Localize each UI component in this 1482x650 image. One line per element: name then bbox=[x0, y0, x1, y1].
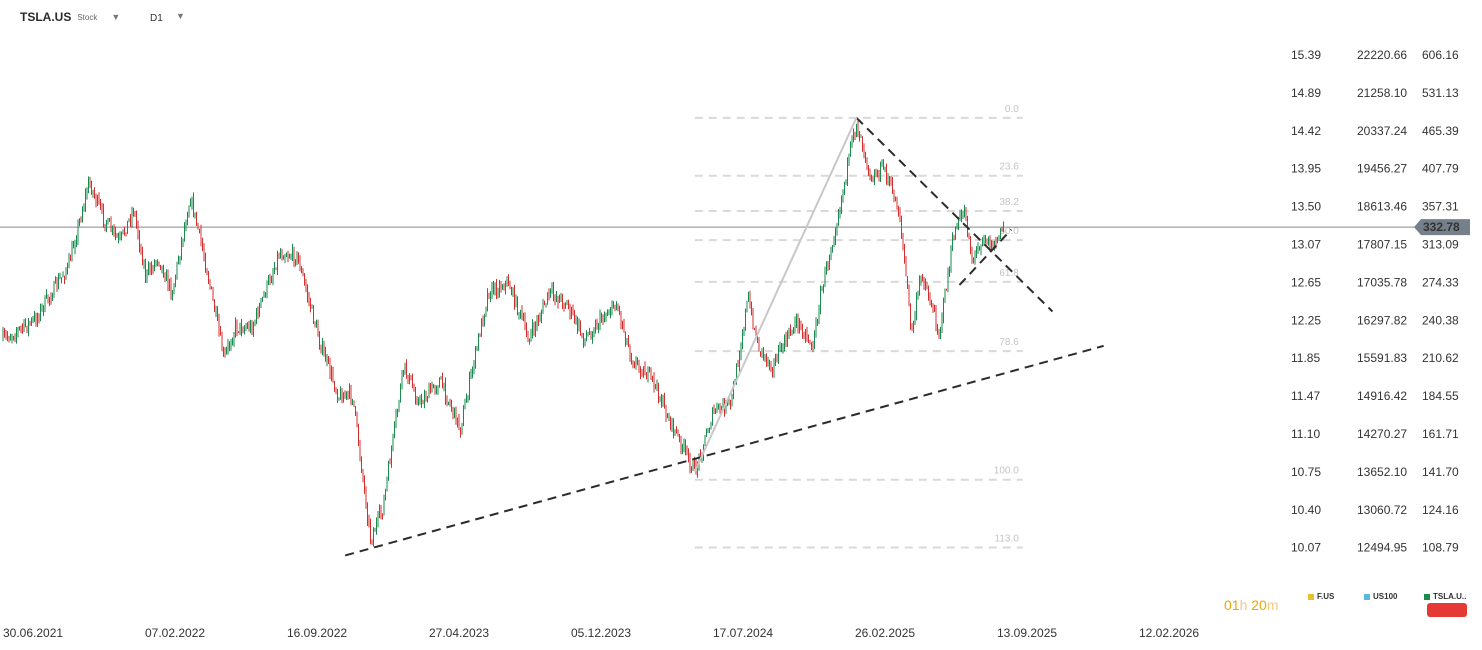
y-tick-label: 15.39 bbox=[1291, 48, 1321, 62]
y-tick-label: 22220.66 bbox=[1357, 48, 1407, 62]
y-tick-label: 18613.46 bbox=[1357, 200, 1407, 214]
y-tick-label: 14.89 bbox=[1291, 86, 1321, 100]
y-tick-label: 13060.72 bbox=[1357, 503, 1407, 517]
y-tick-label: 16297.82 bbox=[1357, 313, 1407, 327]
y-tick-label: 14.42 bbox=[1291, 124, 1321, 138]
x-tick-label: 13.09.2025 bbox=[997, 626, 1057, 640]
y-tick-label: 141.70 bbox=[1422, 465, 1459, 479]
timer-minutes-unit: m bbox=[1266, 597, 1279, 613]
y-tick-label: 465.39 bbox=[1422, 124, 1459, 138]
y-tick-label: 21258.10 bbox=[1357, 86, 1407, 100]
legend-item-fus[interactable]: F.US bbox=[1308, 592, 1334, 601]
y-tick-label: 210.62 bbox=[1422, 351, 1459, 365]
trendline-upper-resistance bbox=[855, 117, 1054, 313]
legend-swatch bbox=[1424, 593, 1430, 600]
y-tick-label: 12.25 bbox=[1291, 313, 1321, 327]
y-tick-label: 14270.27 bbox=[1357, 427, 1407, 441]
y-tick-label: 11.47 bbox=[1291, 389, 1320, 403]
y-tick-label: 14916.42 bbox=[1357, 389, 1407, 403]
timeframe-dropdown-icon[interactable]: ▼ bbox=[176, 11, 185, 21]
y-tick-label: 606.16 bbox=[1422, 48, 1459, 62]
x-tick-label: 07.02.2022 bbox=[145, 626, 205, 640]
fib-level-label: 23.6 bbox=[999, 162, 1019, 173]
y-tick-label: 12.65 bbox=[1291, 275, 1321, 289]
x-tick-label: 27.04.2023 bbox=[429, 626, 489, 640]
symbol-header: TSLA.US Stock ▼ bbox=[20, 10, 120, 24]
x-tick-label: 26.02.2025 bbox=[855, 626, 915, 640]
trendline-lower-support bbox=[344, 344, 1104, 557]
legend-label: F.US bbox=[1317, 592, 1335, 601]
y-tick-label: 10.40 bbox=[1291, 503, 1321, 517]
y-tick-label: 12494.95 bbox=[1357, 541, 1407, 555]
symbol-dropdown-icon[interactable]: ▼ bbox=[111, 12, 121, 22]
y-tick-label: 531.13 bbox=[1422, 86, 1459, 100]
y-tick-label: 13.50 bbox=[1291, 200, 1321, 214]
y-tick-label: 184.55 bbox=[1422, 389, 1459, 403]
symbol-type: Stock bbox=[77, 12, 98, 22]
y-tick-label: 357.31 bbox=[1422, 200, 1459, 214]
y-tick-label: 11.85 bbox=[1291, 351, 1320, 365]
timer-hours: 01 bbox=[1224, 597, 1240, 613]
y-tick-label: 20337.24 bbox=[1357, 124, 1407, 138]
candle-countdown-timer: 01h 20m bbox=[1224, 597, 1279, 613]
y-tick-label: 13.95 bbox=[1291, 162, 1321, 176]
timer-hours-unit: h bbox=[1239, 597, 1248, 613]
y-tick-label: 313.09 bbox=[1422, 238, 1459, 252]
y-tick-label: 11.10 bbox=[1291, 427, 1320, 441]
trendline-triangle-lower bbox=[958, 228, 1013, 286]
legend-item-tsla[interactable]: TSLA.U.. bbox=[1424, 592, 1466, 601]
legend-label: TSLA.U.. bbox=[1433, 592, 1467, 601]
fib-level-label: 78.6 bbox=[999, 337, 1019, 348]
x-tick-label: 30.06.2021 bbox=[3, 626, 63, 640]
current-price-tag bbox=[1414, 219, 1470, 236]
fib-level-label: 61.8 bbox=[999, 268, 1019, 279]
y-tick-label: 13652.10 bbox=[1357, 465, 1407, 479]
fib-level-label: 38.2 bbox=[999, 197, 1019, 208]
x-tick-label: 12.02.2026 bbox=[1139, 626, 1199, 640]
y-tick-label: 19456.27 bbox=[1357, 162, 1407, 176]
y-tick-label: 17035.78 bbox=[1357, 275, 1407, 289]
y-tick-label: 124.16 bbox=[1422, 503, 1459, 517]
trendline-fib-swing bbox=[693, 117, 858, 472]
fib-level-label: 100.0 bbox=[994, 466, 1019, 477]
x-tick-label: 05.12.2023 bbox=[571, 626, 631, 640]
fib-level-label: 50.0 bbox=[999, 226, 1019, 237]
timer-minutes: 20 bbox=[1251, 597, 1267, 613]
y-tick-label: 240.38 bbox=[1422, 313, 1459, 327]
y-tick-label: 10.07 bbox=[1291, 541, 1321, 555]
y-tick-label: 10.75 bbox=[1291, 465, 1321, 479]
x-tick-label: 17.07.2024 bbox=[713, 626, 773, 640]
y-tick-label: 17807.15 bbox=[1357, 238, 1407, 252]
legend-active-button[interactable] bbox=[1427, 603, 1467, 617]
fib-level-label: 0.0 bbox=[1005, 104, 1019, 115]
legend-item-us100[interactable]: US100 bbox=[1364, 592, 1397, 601]
legend-label: US100 bbox=[1373, 592, 1398, 601]
symbol-name: TSLA.US bbox=[20, 10, 72, 24]
current-price-value: 332.78 bbox=[1423, 220, 1460, 234]
y-tick-label: 108.79 bbox=[1422, 541, 1459, 555]
legend-swatch bbox=[1364, 593, 1370, 600]
fib-level-label: 113.0 bbox=[995, 533, 1020, 544]
y-tick-label: 13.07 bbox=[1291, 238, 1321, 252]
y-tick-label: 161.71 bbox=[1422, 427, 1459, 441]
y-tick-label: 15591.83 bbox=[1357, 351, 1407, 365]
legend-swatch bbox=[1308, 593, 1314, 600]
y-tick-label: 407.79 bbox=[1422, 162, 1459, 176]
x-tick-label: 16.09.2022 bbox=[287, 626, 347, 640]
timeframe-label[interactable]: D1 bbox=[150, 13, 163, 24]
y-tick-label: 274.33 bbox=[1422, 275, 1459, 289]
